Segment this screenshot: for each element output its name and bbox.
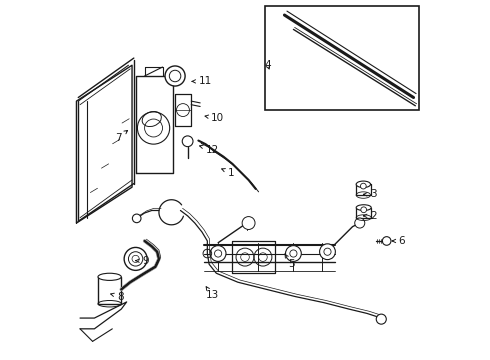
Text: 3: 3 [364, 189, 376, 199]
Bar [265, 6, 419, 110]
Text: 2: 2 [364, 211, 376, 221]
Circle shape [124, 247, 147, 270]
Text: 12: 12 [199, 144, 219, 154]
Circle shape [286, 246, 301, 261]
Circle shape [165, 66, 185, 86]
Ellipse shape [98, 273, 122, 280]
Text: 8: 8 [111, 292, 123, 302]
Circle shape [210, 246, 226, 261]
Text: 9: 9 [136, 256, 148, 266]
Text: 6: 6 [392, 236, 405, 246]
Circle shape [319, 244, 335, 260]
Text: 11: 11 [192, 76, 212, 86]
Circle shape [355, 218, 365, 228]
Ellipse shape [356, 181, 370, 188]
Text: 7: 7 [115, 130, 127, 143]
Text: 13: 13 [205, 287, 219, 301]
Circle shape [242, 217, 255, 229]
Text: 5: 5 [285, 254, 294, 269]
Text: 1: 1 [221, 168, 235, 178]
Circle shape [132, 214, 141, 223]
Text: 4: 4 [264, 60, 271, 70]
Circle shape [376, 314, 386, 324]
Text: 10: 10 [205, 113, 224, 123]
Ellipse shape [356, 205, 371, 211]
Circle shape [361, 207, 367, 213]
Circle shape [361, 183, 366, 189]
